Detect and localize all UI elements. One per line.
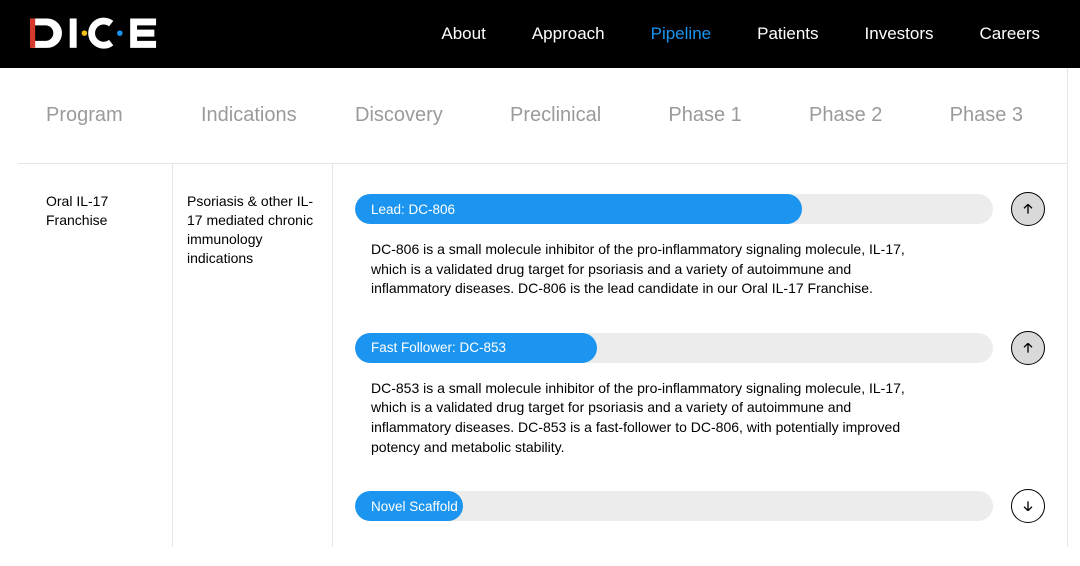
- program-name: Oral IL-17 Franchise: [18, 164, 173, 547]
- nav-pipeline[interactable]: Pipeline: [651, 24, 712, 44]
- phase-discovery: Discovery: [355, 104, 443, 127]
- candidate-description: DC-806 is a small molecule inhibitor of …: [355, 226, 955, 305]
- arrow-up-icon: [1020, 340, 1036, 356]
- collapse-button[interactable]: [1011, 331, 1045, 365]
- top-nav: About Approach Pipeline Patients Investo…: [0, 0, 1080, 68]
- nav-patients[interactable]: Patients: [757, 24, 818, 44]
- progress-track: Fast Follower: DC-853: [355, 333, 993, 363]
- candidate-label: Fast Follower: DC-853: [371, 340, 506, 355]
- collapse-button[interactable]: [1011, 192, 1045, 226]
- col-header-phases: Discovery Preclinical Phase 1 Phase 2 Ph…: [333, 68, 1067, 164]
- progress-fill: Fast Follower: DC-853: [355, 333, 597, 363]
- candidate-novel-scaffold: Novel Scaffold: [355, 489, 1045, 523]
- phase-2: Phase 2: [809, 104, 882, 127]
- candidate-row: Novel Scaffold: [355, 489, 1045, 523]
- arrow-up-icon: [1020, 201, 1036, 217]
- nav-about[interactable]: About: [441, 24, 485, 44]
- candidate-label: Lead: DC-806: [371, 202, 455, 217]
- logo[interactable]: [30, 15, 168, 53]
- candidates-column: Lead: DC-806 DC-806 is a small molecule …: [333, 164, 1067, 547]
- main-nav: About Approach Pipeline Patients Investo…: [441, 24, 1040, 44]
- col-header-indications: Indications: [173, 68, 333, 164]
- indications-text: Psoriasis & other IL-17 mediated chronic…: [173, 164, 333, 547]
- candidate-dc-806: Lead: DC-806 DC-806 is a small molecule …: [355, 192, 1045, 305]
- phase-preclinical: Preclinical: [510, 104, 601, 127]
- col-header-program: Program: [18, 68, 173, 164]
- progress-fill: Novel Scaffold: [355, 491, 463, 521]
- progress-track: Novel Scaffold: [355, 491, 993, 521]
- progress-track: Lead: DC-806: [355, 194, 993, 224]
- candidate-row: Lead: DC-806: [355, 192, 1045, 226]
- phase-3: Phase 3: [950, 104, 1023, 127]
- nav-approach[interactable]: Approach: [532, 24, 605, 44]
- candidate-row: Fast Follower: DC-853: [355, 331, 1045, 365]
- phase-1: Phase 1: [668, 104, 741, 127]
- expand-button[interactable]: [1011, 489, 1045, 523]
- candidate-description: DC-853 is a small molecule inhibitor of …: [355, 365, 955, 463]
- dice-logo-icon: [30, 15, 168, 53]
- candidate-label: Novel Scaffold: [371, 499, 458, 514]
- candidate-dc-853: Fast Follower: DC-853 DC-853 is a small …: [355, 331, 1045, 463]
- nav-careers[interactable]: Careers: [980, 24, 1040, 44]
- nav-investors[interactable]: Investors: [865, 24, 934, 44]
- arrow-down-icon: [1020, 498, 1036, 514]
- progress-fill: Lead: DC-806: [355, 194, 802, 224]
- pipeline-table: Program Indications Discovery Preclinica…: [18, 68, 1068, 547]
